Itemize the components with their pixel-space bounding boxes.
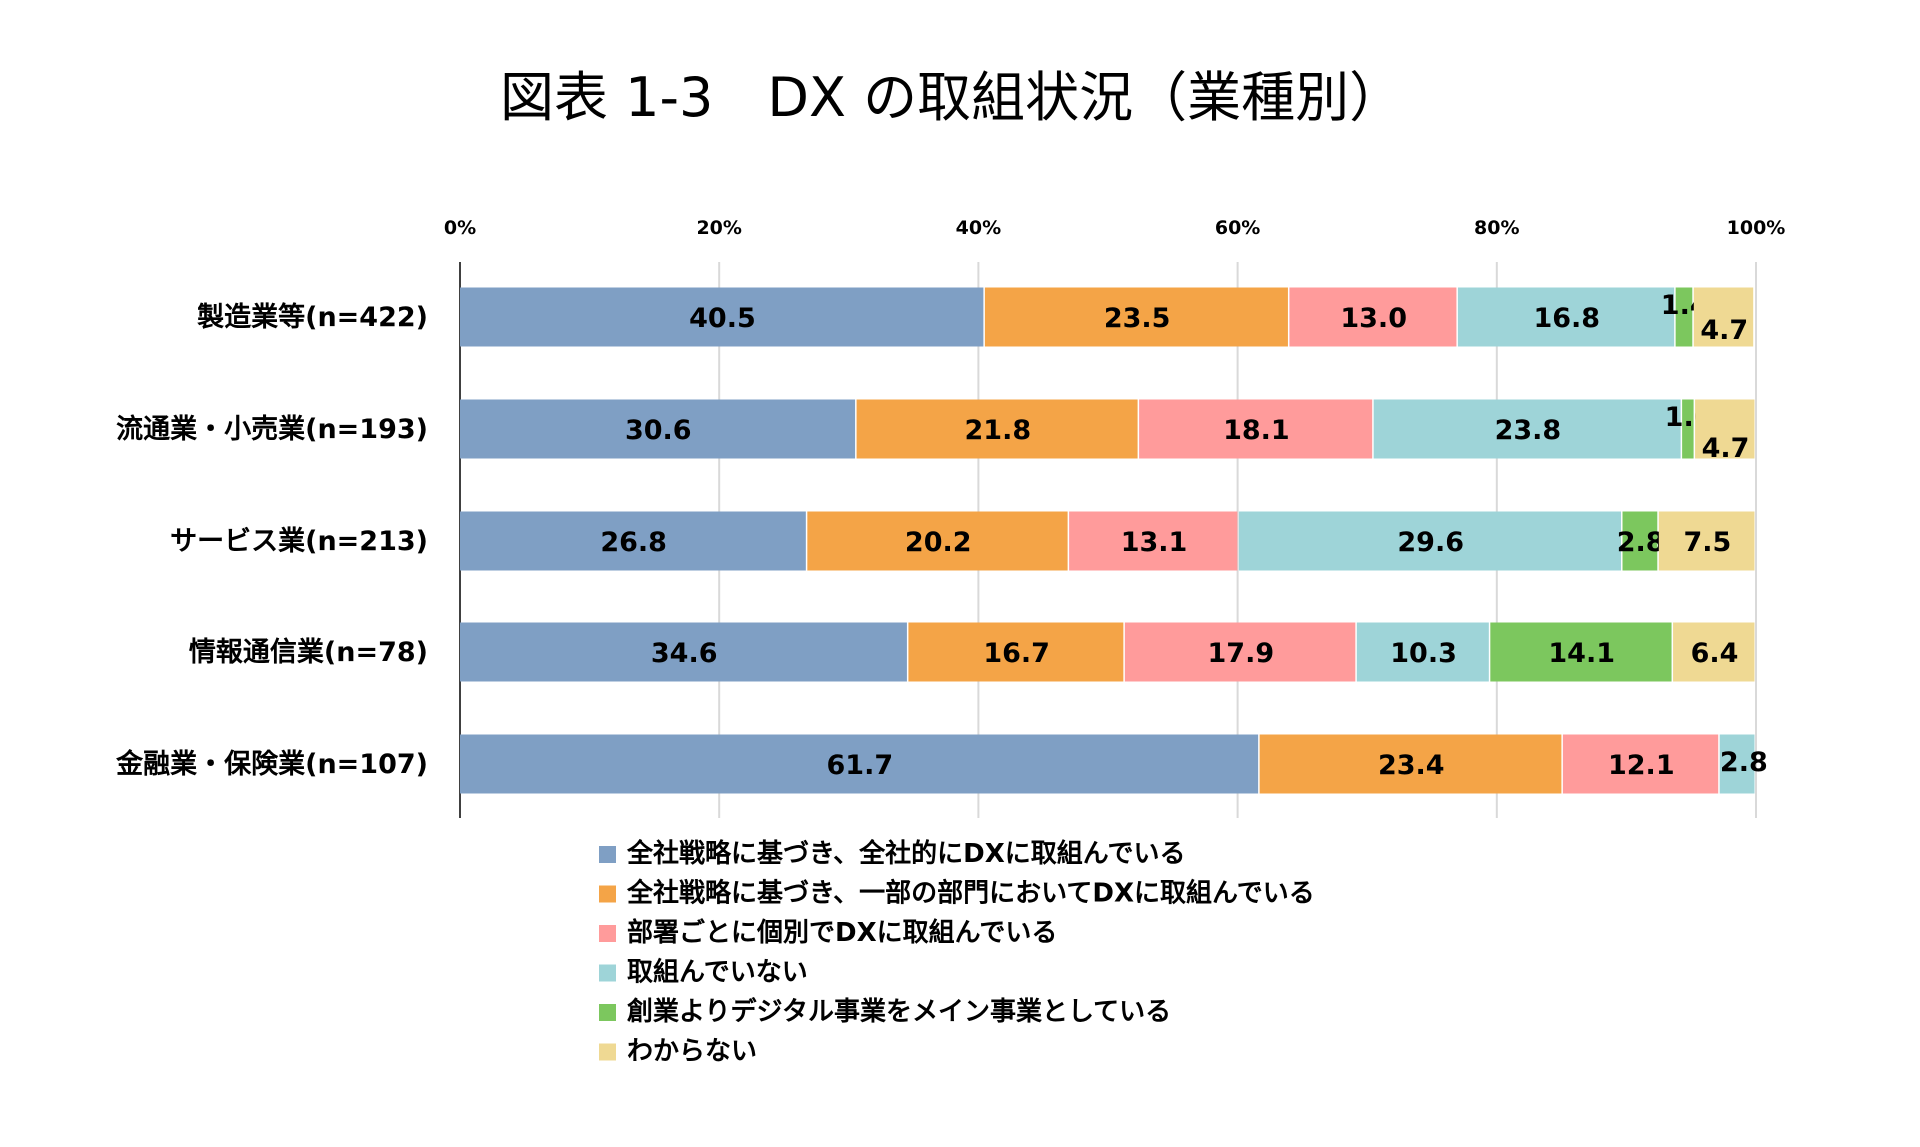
- data-label: 13.1: [1121, 527, 1188, 558]
- bar-segment: [1457, 287, 1675, 347]
- data-label: 6.4: [1691, 638, 1739, 669]
- x-tick-label: 40%: [956, 217, 1001, 239]
- legend-swatch: [599, 964, 616, 982]
- bar-segment: [1622, 511, 1658, 571]
- bar-segment: [1675, 287, 1693, 347]
- bar-segment: [856, 399, 1138, 459]
- data-label: 21.8: [965, 415, 1032, 446]
- bar-segment: [984, 287, 1288, 347]
- bar-segment: [460, 287, 984, 347]
- data-label: 26.8: [600, 527, 667, 558]
- bar-segment: [460, 734, 1259, 794]
- legend-swatch: [599, 1043, 616, 1061]
- bar-segment: [460, 622, 907, 682]
- legend-swatch: [599, 925, 616, 942]
- data-label: 34.6: [651, 638, 718, 669]
- data-label: 2.8: [1720, 747, 1768, 778]
- x-tick-label: 0%: [444, 217, 476, 239]
- bar-segment: [460, 511, 806, 571]
- bar-segment: [1658, 511, 1755, 571]
- legend-swatch: [599, 1004, 616, 1021]
- bar-segment: [1562, 734, 1719, 794]
- category-label: サービス業(n=213): [170, 526, 428, 557]
- data-label: 23.4: [1378, 750, 1445, 781]
- data-label: 16.7: [983, 638, 1050, 669]
- x-tick-label: 80%: [1474, 217, 1519, 239]
- category-label: 製造業等(n=422): [197, 301, 428, 333]
- data-label: 23.8: [1495, 415, 1562, 446]
- data-label: 12.1: [1608, 750, 1675, 781]
- bar-segment: [1259, 734, 1562, 794]
- data-label: 23.5: [1104, 303, 1171, 334]
- bar-segment: [1373, 399, 1681, 459]
- x-tick-label: 20%: [696, 217, 741, 239]
- bar-segment: [1673, 622, 1755, 682]
- data-label: 2.8: [1617, 527, 1665, 558]
- legend-label: 部署ごとに個別でDXに取組んでいる: [627, 917, 1057, 948]
- bar-segment: [1356, 622, 1489, 682]
- category-label: 金融業・保険業(n=107): [115, 748, 428, 780]
- data-label: 20.2: [905, 527, 972, 558]
- data-label: 4.7: [1702, 433, 1750, 464]
- bar-segment: [1490, 622, 1672, 682]
- category-label: 流通業・小売業(n=193): [116, 414, 428, 445]
- bar-segment: [908, 622, 1124, 682]
- data-label: 18.1: [1223, 415, 1290, 446]
- legend-label: わからない: [627, 1037, 757, 1067]
- bar-segment: [1238, 511, 1622, 571]
- bar-segment: [460, 399, 856, 459]
- bar-segment: [1719, 734, 1755, 794]
- bar-segment: [807, 511, 1068, 571]
- legend-label: 取組んでいない: [627, 957, 808, 988]
- x-tick-label: 60%: [1215, 217, 1260, 239]
- data-label: 10.3: [1390, 638, 1457, 669]
- data-label: 16.8: [1533, 303, 1600, 334]
- bar-segment: [1289, 287, 1457, 347]
- x-tick-label: 100%: [1727, 217, 1786, 239]
- category-label: 情報通信業(n=78): [189, 637, 428, 668]
- data-label: 61.7: [827, 750, 894, 781]
- legend-label: 創業よりデジタル事業をメイン事業としている: [627, 996, 1171, 1027]
- chart-title: 図表 1-3 DX の取組状況（業種別）: [500, 66, 1403, 129]
- bar-segment: [1139, 399, 1373, 459]
- bar-segment: [1124, 622, 1356, 682]
- data-label: 17.9: [1208, 638, 1275, 669]
- legend-label: 全社戦略に基づき、全社的にDXに取組んでいる: [626, 838, 1186, 869]
- data-label: 29.6: [1397, 527, 1464, 558]
- data-label: 40.5: [689, 303, 756, 334]
- bar-segment: [1682, 399, 1694, 459]
- data-label: 13.0: [1340, 303, 1407, 334]
- bar-segment: [1069, 511, 1238, 571]
- legend-label: 全社戦略に基づき、一部の部門においてDXに取組んでいる: [626, 878, 1315, 909]
- data-label: 30.6: [625, 415, 692, 446]
- bar-segment: [1693, 287, 1754, 347]
- data-label: 14.1: [1548, 638, 1615, 669]
- data-label: 7.5: [1683, 527, 1731, 558]
- legend-swatch: [599, 846, 616, 863]
- data-label: 4.7: [1700, 315, 1748, 346]
- legend-swatch: [599, 885, 616, 903]
- bar-segment: [1695, 399, 1755, 459]
